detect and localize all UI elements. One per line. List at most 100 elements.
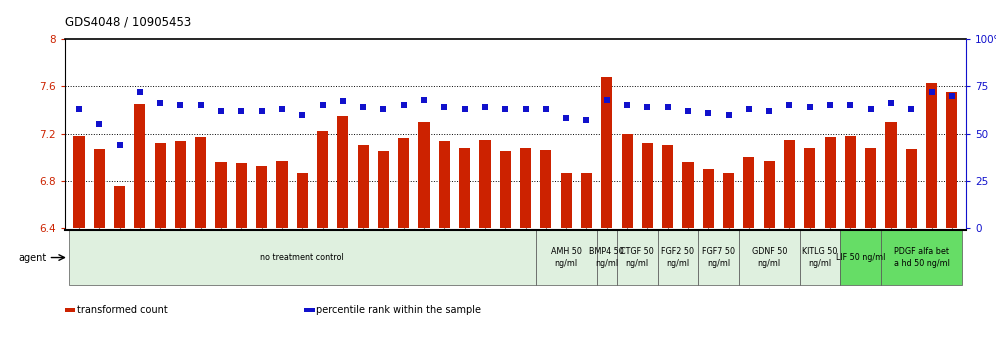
Point	[639, 104, 655, 110]
Bar	[841, 230, 880, 285]
Bar	[597, 230, 617, 285]
Text: FGF2 50
ng/ml: FGF2 50 ng/ml	[661, 247, 694, 268]
Bar	[698, 230, 739, 285]
Text: transformed count: transformed count	[77, 305, 167, 315]
Text: percentile rank within the sample: percentile rank within the sample	[316, 305, 481, 315]
Bar	[641, 143, 653, 228]
Point	[254, 108, 270, 114]
Point	[92, 121, 108, 127]
Bar	[418, 122, 429, 228]
Bar	[866, 148, 876, 228]
Text: FGF7 50
ng/ml: FGF7 50 ng/ml	[702, 247, 735, 268]
Bar	[358, 145, 369, 228]
Point	[335, 99, 351, 104]
Text: PDGF alfa bet
a hd 50 ng/ml: PDGF alfa bet a hd 50 ng/ml	[893, 247, 949, 268]
Point	[782, 102, 798, 108]
Bar	[94, 149, 105, 228]
Bar	[154, 143, 165, 228]
Text: CTGF 50
ng/ml: CTGF 50 ng/ml	[621, 247, 654, 268]
Bar	[195, 137, 206, 228]
Text: KITLG 50
ng/ml: KITLG 50 ng/ml	[802, 247, 838, 268]
Bar	[739, 230, 800, 285]
Bar	[479, 139, 491, 228]
Point	[152, 101, 168, 106]
Bar	[338, 116, 349, 228]
Bar	[905, 149, 917, 228]
Point	[274, 106, 290, 112]
Point	[721, 112, 737, 118]
Point	[883, 101, 899, 106]
Text: LIF 50 ng/ml: LIF 50 ng/ml	[836, 253, 885, 262]
Point	[395, 102, 411, 108]
Point	[233, 108, 249, 114]
Bar	[784, 139, 795, 228]
Bar	[317, 131, 328, 228]
Bar	[682, 162, 693, 228]
Point	[457, 106, 473, 112]
Bar	[946, 92, 957, 228]
Bar	[743, 157, 755, 228]
Point	[599, 97, 615, 102]
Bar	[459, 148, 470, 228]
Bar	[622, 133, 632, 228]
Point	[71, 106, 87, 112]
Point	[620, 102, 635, 108]
Point	[172, 102, 188, 108]
Bar	[581, 173, 592, 228]
Point	[538, 106, 554, 112]
Point	[375, 106, 391, 112]
Bar	[561, 173, 572, 228]
Point	[741, 106, 757, 112]
Bar	[439, 141, 450, 228]
Bar	[74, 136, 85, 228]
Bar	[215, 162, 227, 228]
Bar	[297, 173, 308, 228]
Bar	[764, 161, 775, 228]
Point	[477, 104, 493, 110]
Point	[843, 102, 859, 108]
Text: GDS4048 / 10905453: GDS4048 / 10905453	[65, 15, 191, 28]
Point	[131, 89, 147, 95]
Bar	[536, 230, 597, 285]
Bar	[540, 150, 552, 228]
Point	[518, 106, 534, 112]
Point	[680, 108, 696, 114]
Bar	[500, 152, 511, 228]
Text: agent: agent	[18, 252, 47, 263]
Bar	[825, 137, 836, 228]
Point	[659, 104, 675, 110]
Bar	[800, 230, 841, 285]
Bar	[723, 173, 734, 228]
Bar	[617, 230, 657, 285]
Bar	[114, 186, 125, 228]
Point	[822, 102, 838, 108]
Point	[700, 110, 716, 116]
Bar	[276, 161, 288, 228]
Bar	[256, 166, 267, 228]
Bar	[602, 77, 613, 228]
Bar	[926, 83, 937, 228]
Point	[863, 106, 878, 112]
Bar	[662, 145, 673, 228]
Bar	[657, 230, 698, 285]
Point	[497, 106, 513, 112]
Text: no treatment control: no treatment control	[260, 253, 345, 262]
Point	[923, 89, 939, 95]
Bar	[134, 104, 145, 228]
Bar	[377, 152, 389, 228]
Bar	[804, 148, 816, 228]
Bar	[703, 169, 714, 228]
Point	[579, 118, 595, 123]
Text: AMH 50
ng/ml: AMH 50 ng/ml	[551, 247, 582, 268]
Text: GDNF 50
ng/ml: GDNF 50 ng/ml	[752, 247, 787, 268]
Point	[761, 108, 777, 114]
Bar	[845, 136, 856, 228]
Point	[213, 108, 229, 114]
Point	[356, 104, 372, 110]
Bar	[236, 163, 247, 228]
Point	[112, 142, 127, 148]
Bar	[69, 230, 536, 285]
Point	[416, 97, 432, 102]
Bar	[398, 138, 409, 228]
Point	[802, 104, 818, 110]
